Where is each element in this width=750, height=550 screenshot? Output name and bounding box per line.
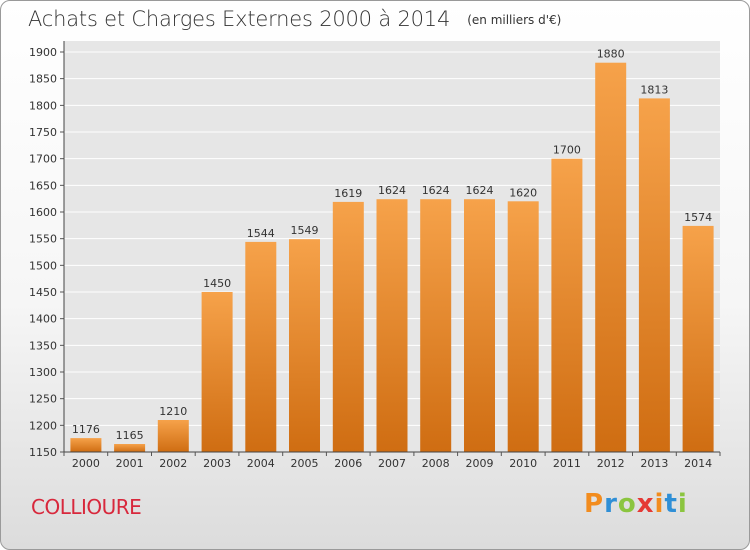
data-label: 1700: [553, 144, 581, 157]
x-tick-label: 2008: [422, 457, 450, 470]
data-label: 1165: [116, 429, 144, 442]
y-tick-label: 1150: [29, 446, 57, 459]
data-label: 1813: [640, 83, 668, 96]
logo-letter: x: [636, 489, 655, 519]
y-tick-label: 1750: [29, 126, 57, 139]
y-tick-label: 1800: [29, 99, 57, 112]
y-tick-label: 1400: [29, 313, 57, 326]
axes: 1150 1200 1250 1300 1350 1400 1450 1500 1550 1600…: [29, 41, 721, 470]
data-label: 1450: [203, 277, 231, 290]
bar: [595, 62, 627, 452]
bar: [420, 199, 452, 452]
data-label: 1624: [466, 184, 494, 197]
bar: [638, 98, 670, 453]
x-tick-label: 2011: [553, 457, 581, 470]
y-tick-label: 1200: [29, 419, 57, 432]
bar: [114, 444, 146, 452]
y-tick-label: 1700: [29, 153, 57, 166]
x-tick-label: 2000: [72, 457, 100, 470]
y-tick-label: 1850: [29, 73, 57, 86]
logo-letter: t: [664, 489, 678, 519]
y-tick-label: 1450: [29, 286, 57, 299]
y-tick-label: 1250: [29, 393, 57, 406]
x-tick-label: 2005: [291, 457, 319, 470]
data-label: 1619: [334, 187, 362, 200]
x-tick-label: 2013: [640, 457, 668, 470]
x-tick-label: 2006: [334, 457, 362, 470]
y-tick-label: 1650: [29, 179, 57, 192]
y-tick-label: 1600: [29, 206, 57, 219]
bar: [201, 292, 233, 452]
chart-title: Achats et Charges Externes 2000 à 2014 (…: [28, 7, 561, 31]
logo-letter: i: [677, 489, 688, 519]
logo-letter: i: [654, 489, 665, 519]
x-tick-label: 2009: [466, 457, 494, 470]
bar: [376, 199, 408, 452]
logo-letter: P: [584, 489, 605, 519]
bar: [682, 225, 714, 452]
bar: [332, 201, 364, 452]
x-tick-label: 2007: [378, 457, 406, 470]
data-label: 1620: [509, 186, 537, 199]
y-tick-label: 1900: [29, 46, 57, 59]
bars: 1176 1165 1210 1450 1544 1549 1619 1624 1624 1624…: [70, 48, 714, 453]
y-tick-label: 1350: [29, 339, 57, 352]
bar: [551, 158, 583, 452]
x-tick-label: 2004: [247, 457, 275, 470]
data-label: 1549: [291, 224, 319, 237]
bar: [464, 199, 495, 452]
data-label: 1574: [684, 211, 712, 224]
chart-title-text: Achats et Charges Externes 2000 à 2014: [28, 7, 451, 31]
data-label: 1176: [72, 423, 100, 436]
bar: [70, 438, 102, 452]
x-tick-label: 2002: [159, 457, 187, 470]
bar: [507, 201, 539, 452]
commune-name: COLLIOURE: [31, 495, 142, 519]
x-tick-label: 2001: [116, 457, 144, 470]
y-tick-label: 1500: [29, 259, 57, 272]
data-label: 1210: [159, 405, 187, 418]
data-label: 1624: [422, 184, 450, 197]
proxiti-logo: Proxiti: [584, 489, 688, 519]
chart-unit-text: (en milliers d'€): [467, 13, 562, 27]
data-label: 1624: [378, 184, 406, 197]
x-tick-label: 2012: [597, 457, 625, 470]
bar: [157, 420, 189, 452]
y-tick-label: 1550: [29, 233, 57, 246]
y-tick-label: 1300: [29, 366, 57, 379]
bar: [289, 239, 320, 452]
x-tick-label: 2010: [509, 457, 537, 470]
data-label: 1880: [597, 48, 625, 61]
logo-letter: o: [617, 489, 637, 519]
x-tick-label: 2014: [684, 457, 712, 470]
data-label: 1544: [247, 227, 275, 240]
logo-letter: r: [604, 489, 618, 519]
bar: [245, 241, 277, 452]
x-tick-label: 2003: [203, 457, 231, 470]
